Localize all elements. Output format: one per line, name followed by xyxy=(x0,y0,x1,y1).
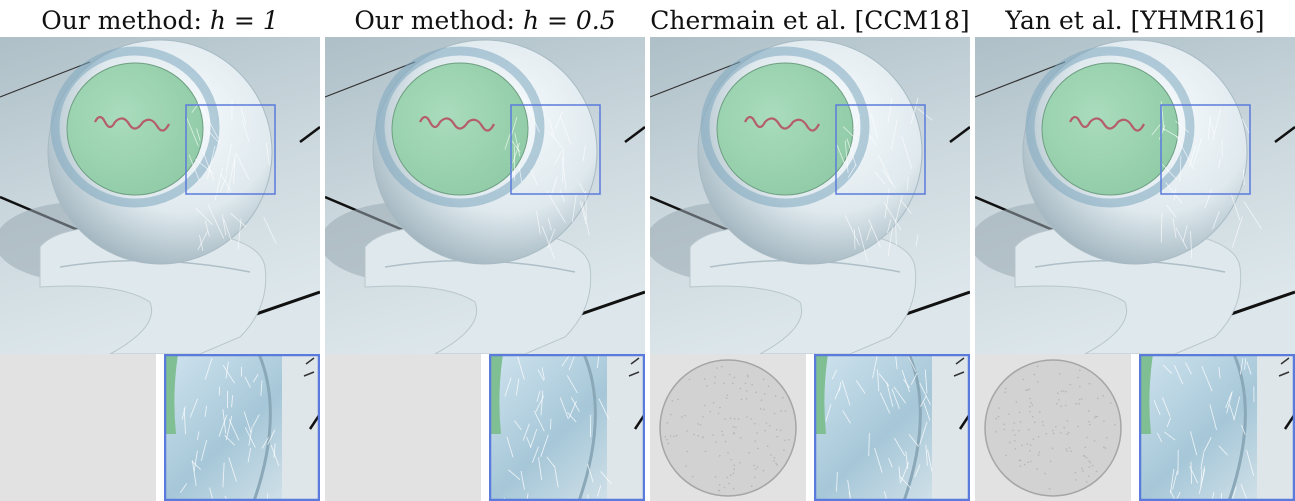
zoom-inset-yan xyxy=(1139,354,1295,501)
variance-map-ours-h1 xyxy=(0,354,156,501)
column-ours-h05: Our method: h = 0.5 xyxy=(325,0,645,501)
column-yan: Yan et al. [YHMR16] xyxy=(975,0,1295,501)
render-yan xyxy=(975,37,1295,354)
zoom-inset-ours-h1 xyxy=(164,354,320,501)
column-ours-h1: Our method: h = 1 xyxy=(0,0,320,501)
column-title: Our method: h = 0.5 xyxy=(354,6,616,35)
variance-map-yan xyxy=(975,354,1131,501)
variance-map-ours-h05 xyxy=(325,354,481,501)
render-ours-h1 xyxy=(0,37,320,354)
column-title: Yan et al. [YHMR16] xyxy=(1005,6,1265,35)
column-chermain: Chermain et al. [CCM18] xyxy=(650,0,970,501)
variance-map-chermain xyxy=(650,354,806,501)
zoom-inset-chermain xyxy=(814,354,970,501)
zoom-inset-ours-h05 xyxy=(489,354,645,501)
render-ours-h05 xyxy=(325,37,645,354)
render-chermain xyxy=(650,37,970,354)
column-title: Chermain et al. [CCM18] xyxy=(650,6,970,35)
column-title: Our method: h = 1 xyxy=(41,6,279,35)
